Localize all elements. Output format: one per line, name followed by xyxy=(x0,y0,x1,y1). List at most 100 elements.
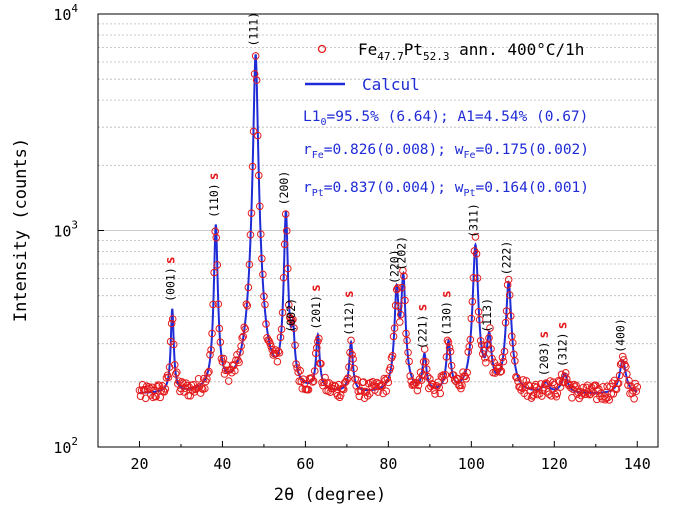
observed-point xyxy=(175,377,183,385)
peak-label: (220) xyxy=(388,249,402,284)
observed-point xyxy=(403,336,411,345)
legend-observed-label: Fe47.7Pt52.3 ann. 400°C/1h xyxy=(358,40,584,63)
observed-point xyxy=(244,283,253,292)
observed-point xyxy=(249,127,258,136)
x-tick-label: 40 xyxy=(213,455,231,473)
observed-point xyxy=(393,284,402,292)
observed-point xyxy=(445,343,454,352)
observed-point xyxy=(378,382,386,390)
observed-point xyxy=(273,357,282,366)
observed-point xyxy=(538,392,546,400)
observed-point xyxy=(595,385,603,393)
observed-point xyxy=(562,375,571,383)
observed-point xyxy=(572,381,580,390)
observed-point xyxy=(473,274,482,282)
observed-point xyxy=(401,296,409,305)
observed-point xyxy=(421,357,430,366)
observed-point xyxy=(320,378,328,387)
observed-point xyxy=(242,300,251,309)
observed-point xyxy=(443,336,452,345)
observed-point xyxy=(270,349,279,358)
observed-point xyxy=(399,266,407,275)
x-tick-label: 140 xyxy=(624,455,651,473)
observed-point xyxy=(167,319,176,328)
observed-point xyxy=(391,301,400,310)
observed-point xyxy=(629,387,637,395)
observed-point xyxy=(204,369,212,377)
observed-point xyxy=(426,375,434,383)
observed-point xyxy=(458,381,466,390)
observed-point xyxy=(402,329,410,338)
observed-point xyxy=(254,171,263,180)
peak-label: (201)s xyxy=(309,284,324,329)
observed-point xyxy=(258,254,266,263)
observed-point xyxy=(280,240,289,249)
observed-point xyxy=(212,233,221,242)
observed-point xyxy=(482,358,490,367)
observed-point xyxy=(347,336,355,345)
observed-point xyxy=(238,334,246,342)
observed-point xyxy=(475,315,484,324)
legend: Fe47.7Pt52.3 ann. 400°C/1h Calcul xyxy=(305,40,584,94)
observed-point xyxy=(622,362,630,371)
observed-point xyxy=(357,387,366,395)
fit-params: L10=95.5% (6.64); A1=4.54% (0.67) rFe=0.… xyxy=(303,109,589,199)
observed-point xyxy=(422,365,431,373)
x-tick-label: 100 xyxy=(458,455,485,473)
observed-point xyxy=(168,315,177,323)
observed-point xyxy=(281,210,290,218)
observed-point xyxy=(260,292,268,301)
observed-point xyxy=(454,374,462,383)
observed-point xyxy=(406,372,414,380)
y-tick-label: 104 xyxy=(53,2,78,24)
observed-point xyxy=(304,385,313,394)
observed-point xyxy=(205,367,213,376)
observed-point xyxy=(348,350,356,359)
observed-point xyxy=(386,363,395,372)
observed-point xyxy=(201,384,209,393)
observed-point xyxy=(464,348,473,356)
observed-point xyxy=(245,260,254,269)
observed-point xyxy=(296,366,305,375)
observed-point xyxy=(466,335,475,344)
peak-label: (400) xyxy=(614,318,628,353)
axes: 20 40 60 80 100 120 140 102 103 104 xyxy=(53,2,650,473)
peak-label: (113) xyxy=(480,298,494,333)
observed-point xyxy=(240,323,249,332)
observed-point xyxy=(503,281,512,289)
observed-point xyxy=(420,345,429,353)
peak-label: (002) xyxy=(284,298,298,333)
observed-point xyxy=(436,389,445,398)
observed-point xyxy=(384,378,393,387)
observed-point xyxy=(197,384,206,392)
observed-point xyxy=(502,307,511,315)
observed-point xyxy=(246,230,255,239)
observed-point xyxy=(344,374,352,382)
observed-point xyxy=(469,273,478,282)
peak-label: (311) xyxy=(466,203,480,238)
observed-point xyxy=(500,347,509,356)
observed-point xyxy=(349,355,357,363)
observed-point xyxy=(355,392,364,401)
observed-point xyxy=(243,301,252,310)
observed-point xyxy=(599,383,607,391)
observed-point xyxy=(555,377,564,386)
observed-point xyxy=(395,318,404,326)
peak-label: (202) xyxy=(394,236,408,271)
observed-point xyxy=(579,383,588,392)
observed-point xyxy=(170,361,179,369)
observed-point xyxy=(442,353,451,361)
observed-point xyxy=(519,376,527,384)
observed-point xyxy=(619,356,628,364)
observed-point xyxy=(417,376,426,385)
observed-point xyxy=(274,347,283,356)
observed-point xyxy=(152,392,160,401)
observed-point xyxy=(397,310,405,319)
observed-point xyxy=(392,285,401,294)
observed-point xyxy=(518,384,526,393)
fit-param-line-2: rFe=0.826(0.008); wFe=0.175(0.002) xyxy=(303,142,589,161)
observed-point xyxy=(495,363,504,372)
observed-point xyxy=(261,300,269,309)
observed-point xyxy=(275,349,284,357)
